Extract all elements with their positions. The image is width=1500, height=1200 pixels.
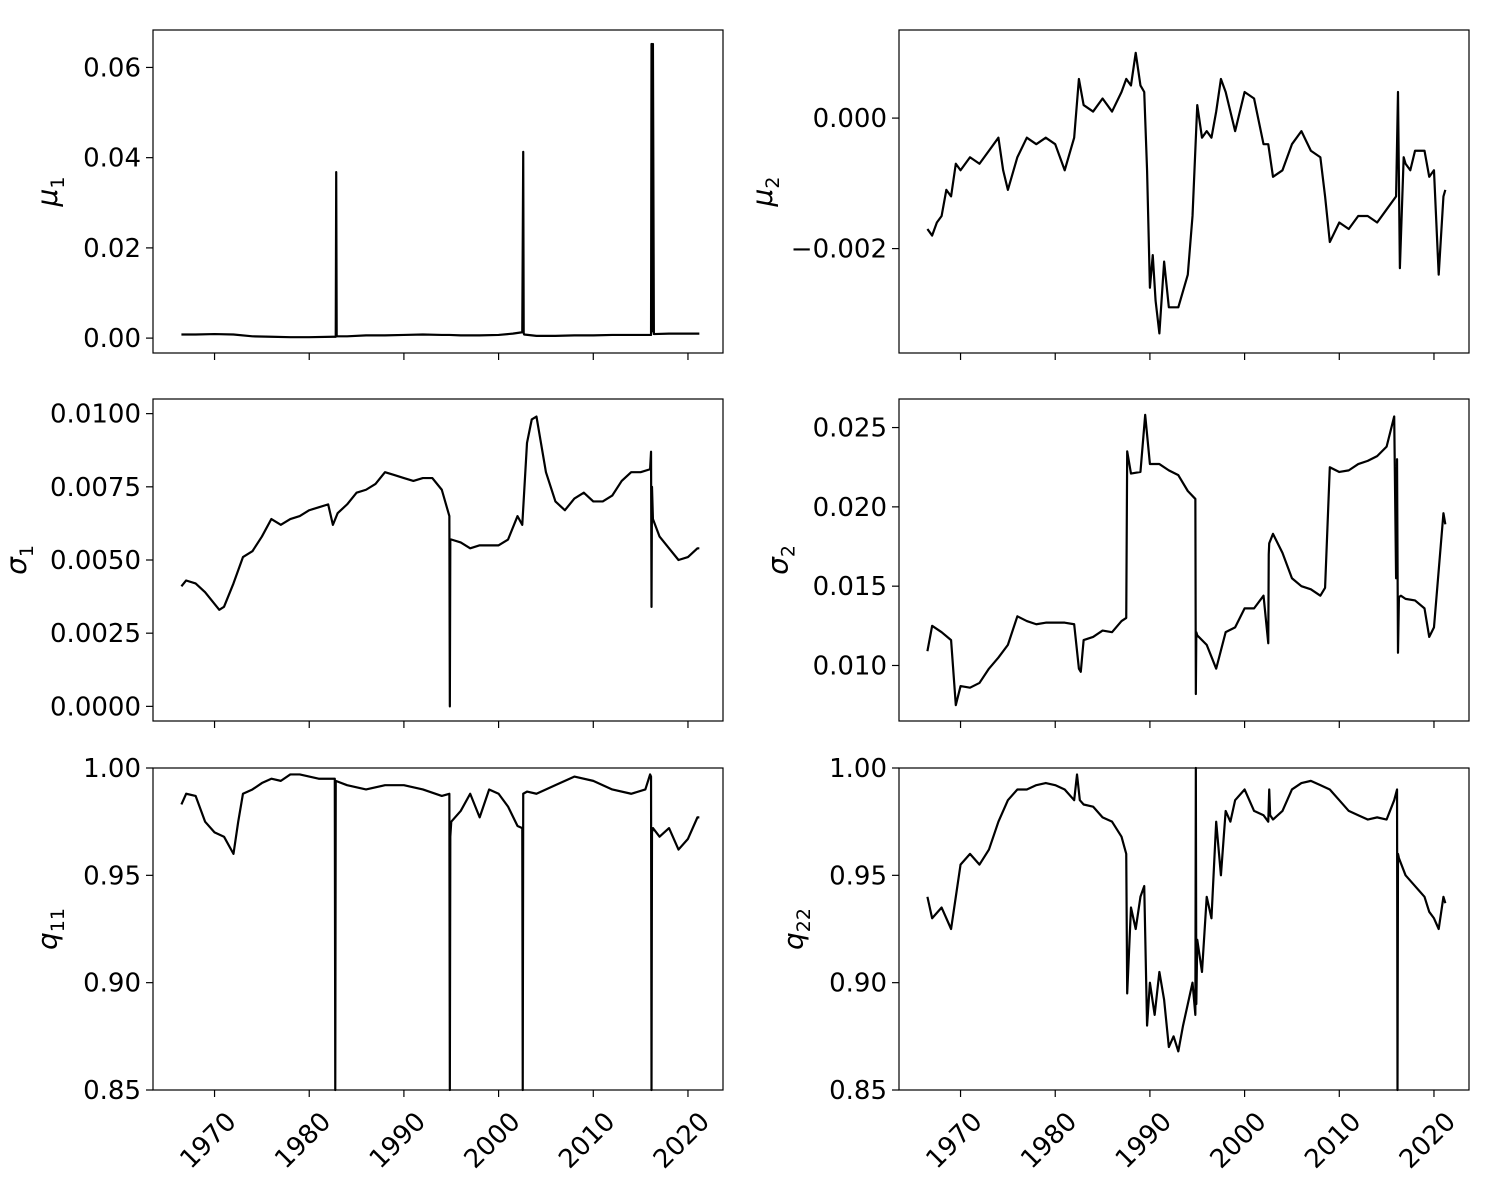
y-tick-label-q22: 0.85 [829, 1076, 887, 1106]
series-line-mu1-0 [181, 42, 700, 339]
x-tick-label-q11: 1980 [269, 1107, 337, 1175]
series-line-q11-0 [180, 773, 700, 1092]
subplot-mu1: 0.00 0.02 0.04 0.06 μ1 [31, 29, 724, 360]
y-tick-label-sigma2: 0.025 [813, 414, 887, 444]
x-tick-label-q22: 2020 [1394, 1107, 1462, 1175]
y-tick-label-sigma1: 0.0000 [50, 692, 141, 722]
y-axis-label-symbol: μ [746, 189, 779, 208]
y-axis-label-symbol: q [31, 932, 64, 950]
subplot-mu2: −0.002 0.000 μ2 [746, 29, 1470, 360]
y-tick-label-mu1: 0.06 [83, 53, 141, 83]
y-tick-label-mu1: 0.02 [83, 234, 141, 264]
x-tick-label-q11: 2020 [648, 1107, 716, 1175]
y-axis-label-q11: q11 [31, 908, 69, 950]
subplot-q22: 0.85 0.90 0.95 1.00 1970 1980 1990 2000 2010 2020… [777, 754, 1470, 1175]
axes-frame-q22 [898, 767, 1470, 1091]
y-axis-label-mu2: μ2 [746, 177, 784, 208]
y-tick-label-sigma2: 0.020 [813, 493, 887, 523]
y-axis-label-subscript: 1 [47, 177, 69, 189]
y-tick-label-q11: 1.00 [83, 754, 141, 784]
y-tick-label-sigma2: 0.010 [813, 651, 887, 681]
y-tick-label-sigma1: 0.0075 [50, 473, 141, 503]
axes-frame-mu1 [152, 29, 724, 354]
x-tick-label-q22: 1970 [921, 1107, 989, 1175]
y-tick-label-mu2: 0.000 [813, 104, 887, 134]
x-tick-label-q11: 2000 [459, 1107, 527, 1175]
x-tick-label-q11: 1990 [364, 1107, 432, 1175]
y-tick-label-q11: 0.85 [83, 1076, 141, 1106]
axes-frame-sigma1 [152, 398, 724, 722]
y-tick-label-q22: 0.90 [829, 969, 887, 999]
y-axis-label-symbol: σ [0, 556, 33, 575]
y-tick-label-mu1: 0.04 [83, 144, 141, 174]
y-tick-label-sigma1: 0.0100 [50, 400, 141, 430]
y-tick-label-sigma1: 0.0025 [50, 619, 141, 649]
y-axis-label-subscript: 2 [762, 177, 784, 189]
axes-frame-sigma2 [898, 398, 1470, 722]
y-axis-label-symbol: σ [762, 556, 795, 575]
y-axis-label-q22: q22 [777, 908, 815, 950]
x-tick-label-q22: 1990 [1110, 1107, 1178, 1175]
y-axis-label-subscript: 22 [793, 908, 815, 932]
series-line-sigma2-0 [926, 413, 1447, 707]
y-tick-label-q11: 0.95 [83, 861, 141, 891]
y-axis-label-mu1: μ1 [31, 177, 69, 208]
y-axis-label-subscript: 11 [47, 908, 69, 932]
y-axis-label-subscript: 1 [16, 545, 38, 557]
subplot-sigma2: 0.010 0.015 0.020 0.025 σ2 [762, 398, 1470, 728]
axes-frame-q11 [152, 767, 724, 1091]
subplot-q11: 0.85 0.90 0.95 1.00 1970 1980 1990 2000 2010 2020… [31, 754, 724, 1175]
axes-frame-mu2 [898, 29, 1470, 354]
series-line-mu2-0 [926, 51, 1447, 335]
x-tick-label-q22: 2010 [1299, 1107, 1367, 1175]
y-tick-label-q11: 0.90 [83, 969, 141, 999]
y-tick-label-q22: 0.95 [829, 861, 887, 891]
x-tick-label-q11: 2010 [553, 1107, 621, 1175]
y-tick-label-q22: 1.00 [829, 754, 887, 784]
x-tick-label-q22: 1980 [1015, 1107, 1083, 1175]
y-tick-label-sigma2: 0.015 [813, 572, 887, 602]
subplot-sigma1: 0.0000 0.0025 0.0050 0.0075 0.0100 σ1 [0, 398, 724, 728]
series-line-sigma1-0 [180, 415, 700, 708]
y-axis-label-symbol: q [777, 932, 810, 950]
y-tick-label-mu2: −0.002 [791, 235, 887, 265]
y-axis-label-sigma2: σ2 [762, 545, 800, 575]
x-tick-label-q11: 1970 [175, 1107, 243, 1175]
y-tick-label-sigma1: 0.0050 [50, 546, 141, 576]
y-tick-label-mu1: 0.00 [83, 324, 141, 354]
series-line-q22-0 [926, 766, 1447, 1092]
y-axis-label-symbol: μ [31, 189, 64, 208]
y-axis-label-subscript: 2 [778, 545, 800, 557]
x-tick-label-q22: 2000 [1205, 1107, 1273, 1175]
y-axis-label-sigma1: σ1 [0, 545, 38, 575]
